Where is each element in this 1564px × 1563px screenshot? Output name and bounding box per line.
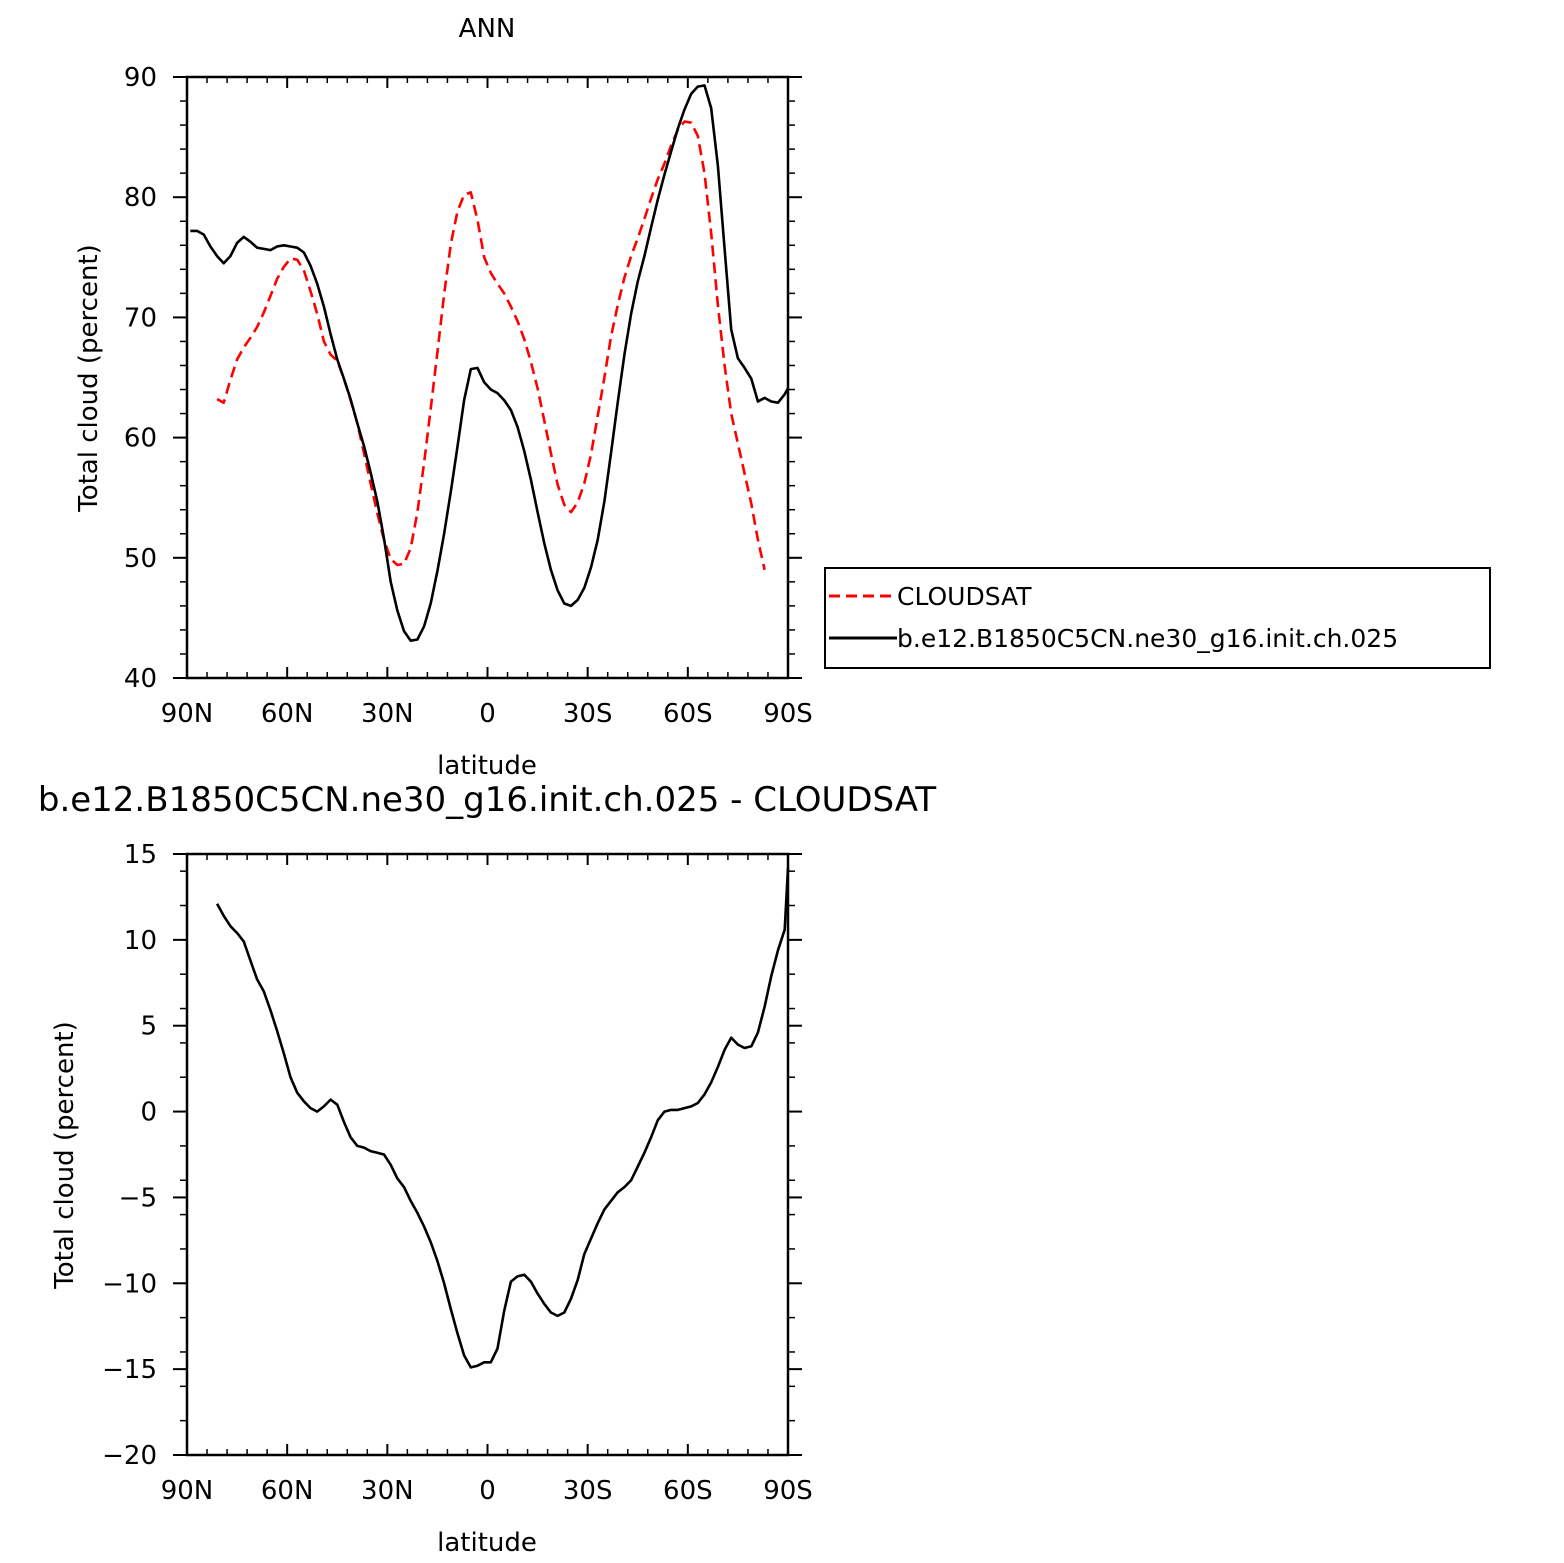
bottom-x-tick-label: 60N (261, 1476, 314, 1506)
top-x-tick-label: 90N (161, 699, 214, 729)
legend-label-cloudsat: CLOUDSAT (897, 582, 1032, 611)
bottom-panel: b.e12.B1850C5CN.ne30_g16.init.ch.025 - C… (38, 780, 937, 1558)
top-series-line-1 (190, 84, 790, 643)
top-x-tick-label: 60N (261, 699, 314, 729)
top-plot-frame (185, 75, 790, 680)
bottom-x-axis-label: latitude (437, 1528, 537, 1558)
top-series-group (190, 84, 790, 643)
top-chart-title: ANN (459, 14, 516, 44)
top-y-tick-label: 90 (124, 63, 157, 93)
bottom-x-tick-label: 60S (663, 1476, 713, 1506)
bottom-series-line-0 (215, 867, 790, 1369)
top-panel: ANN 90N 60N 30N 0 30S 60S 90S 40 50 60 70 80 90 lati… (74, 14, 813, 781)
bottom-y-tick-label: −15 (102, 1355, 157, 1385)
bottom-x-tick-label: 90N (161, 1476, 214, 1506)
legend-label-model: b.e12.B1850C5CN.ne30_g16.init.ch.025 (897, 624, 1398, 653)
bottom-y-tick-label: 10 (124, 926, 157, 956)
legend: CLOUDSAT b.e12.B1850C5CN.ne30_g16.init.c… (824, 567, 1491, 669)
top-y-tick-label: 60 (124, 424, 157, 454)
top-y-tick-label: 50 (124, 544, 157, 574)
top-x-tick-label: 90S (763, 699, 813, 729)
top-x-tick-label: 30N (361, 699, 414, 729)
legend-box (824, 567, 1491, 669)
bottom-y-tick-label: −5 (119, 1183, 157, 1213)
top-x-tick-label: 60S (663, 699, 713, 729)
bottom-x-tick-label: 0 (479, 1476, 496, 1506)
top-x-tick-label: 0 (479, 699, 496, 729)
top-y-tick-label: 80 (124, 183, 157, 213)
bottom-y-tick-label: 15 (124, 840, 157, 870)
top-x-axis-label: latitude (437, 751, 537, 781)
top-y-tick-label: 70 (124, 303, 157, 333)
top-series-line-0 (216, 120, 766, 571)
bottom-y-tick-label: −20 (102, 1441, 157, 1471)
bottom-x-tick-label: 30N (361, 1476, 414, 1506)
bottom-x-tick-label: 90S (763, 1476, 813, 1506)
bottom-y-tick-label: 0 (140, 1098, 157, 1128)
bottom-y-tick-label: 5 (140, 1012, 157, 1042)
top-y-axis-label: Total cloud (percent) (74, 244, 104, 513)
bottom-x-tick-label: 30S (563, 1476, 613, 1506)
bottom-plot-frame (185, 852, 790, 1457)
bottom-y-tick-label: −10 (102, 1269, 157, 1299)
top-y-tick-label: 40 (124, 664, 157, 694)
top-x-tick-label: 30S (563, 699, 613, 729)
bottom-y-axis-label: Total cloud (percent) (50, 1021, 80, 1290)
bottom-chart-title: b.e12.B1850C5CN.ne30_g16.init.ch.025 - C… (38, 780, 937, 820)
bottom-series-group (215, 867, 790, 1369)
